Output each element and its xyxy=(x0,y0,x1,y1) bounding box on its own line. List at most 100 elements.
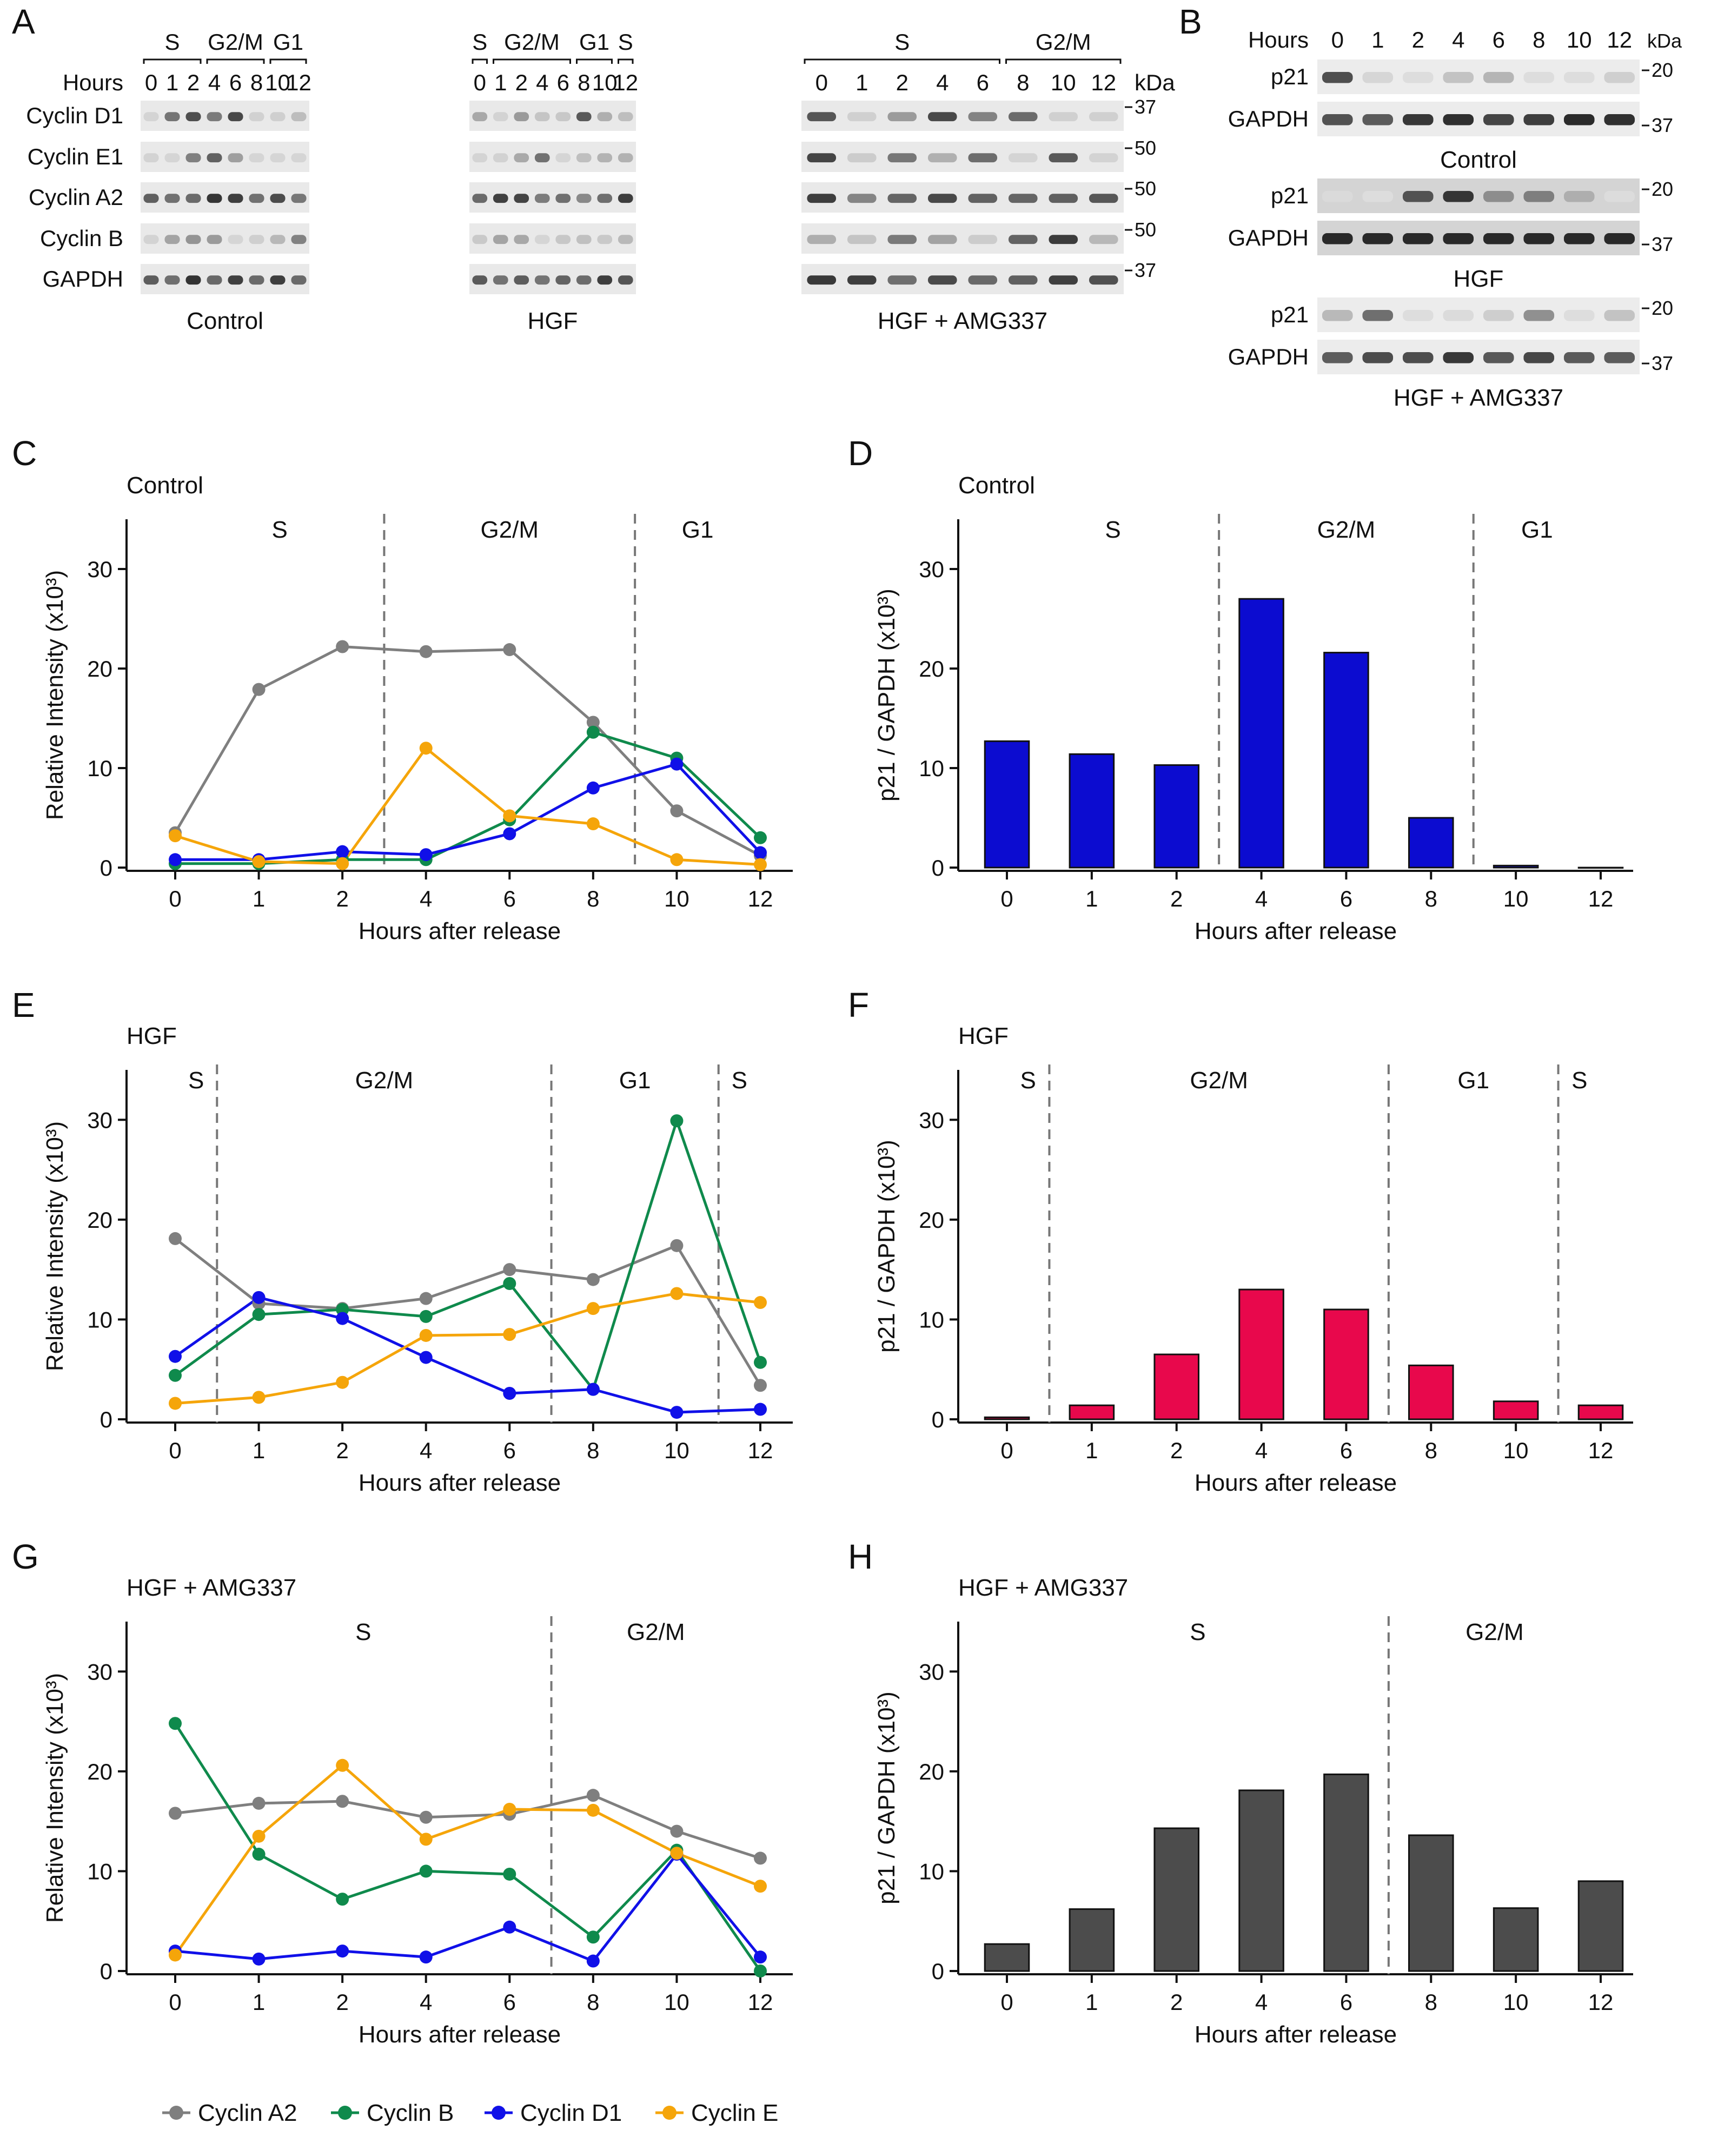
blot-a-band xyxy=(968,194,998,203)
blot-a-row-label-cyclin-e1: Cyclin E1 xyxy=(28,144,123,169)
blot-b-row-label-p21: p21 xyxy=(1271,64,1309,89)
blot-b-band xyxy=(1563,72,1595,83)
blot-a-band xyxy=(185,235,201,244)
x-tick-label: 1 xyxy=(1085,1989,1098,2015)
blot-a-band xyxy=(847,112,877,122)
bar-8h xyxy=(1408,817,1454,869)
blot-b-band xyxy=(1362,310,1394,321)
blot-a-band xyxy=(534,275,550,285)
blot-a-phase-bracket xyxy=(472,58,488,64)
data-point-cyclin-e xyxy=(754,858,767,871)
data-point-cyclin-e xyxy=(169,1948,182,1962)
blot-a-band xyxy=(185,112,201,122)
blot-a-band xyxy=(968,112,998,122)
data-point-cyclin-e xyxy=(336,857,349,870)
data-point-cyclin-a2 xyxy=(169,1807,182,1820)
blot-a-hour-hgf: 8 xyxy=(578,70,590,95)
blot-a-band xyxy=(597,235,613,244)
blot-a-hour-hgf: 12 xyxy=(613,70,638,95)
blot-a-band xyxy=(228,194,243,203)
y-tick-label: 30 xyxy=(919,1107,944,1133)
y-tick-label: 0 xyxy=(100,1407,112,1432)
blot-a-hour-control: 10 xyxy=(265,70,290,95)
data-point-cyclin-d1 xyxy=(586,781,600,795)
data-point-cyclin-b xyxy=(419,1310,433,1323)
blot-b-band xyxy=(1483,191,1514,202)
y-tick-label: 0 xyxy=(100,855,112,881)
blot-b-kda-label: kDa xyxy=(1647,30,1682,52)
blot-a-hour-hgf-amg337: 1 xyxy=(855,70,868,95)
x-tick-label: 8 xyxy=(1425,1989,1437,2015)
blot-a-band xyxy=(927,112,957,122)
blot-b-band xyxy=(1563,114,1595,125)
series-line-cyclin-d1 xyxy=(174,1296,761,1414)
blot-a-band xyxy=(576,275,592,285)
blot-b-band xyxy=(1443,191,1474,202)
x-tick-label: 1 xyxy=(253,886,265,911)
blot-a-band xyxy=(576,235,592,244)
blot-b-band xyxy=(1563,191,1595,202)
blot-b-band xyxy=(1322,114,1353,125)
phase-label-g1: G1 xyxy=(1521,517,1553,543)
x-axis-label: Hours after release xyxy=(359,1470,561,1496)
x-tick-label: 12 xyxy=(1588,886,1614,911)
blot-a-band xyxy=(555,194,571,203)
blot-a-band xyxy=(597,275,613,285)
blot-a-band xyxy=(249,235,264,244)
x-tick-label: 8 xyxy=(587,1989,599,2015)
data-point-cyclin-a2 xyxy=(670,804,684,818)
x-tick-label: 0 xyxy=(169,886,181,911)
data-point-cyclin-d1 xyxy=(336,845,349,858)
blot-b-band xyxy=(1443,233,1474,244)
y-tick-label: 10 xyxy=(919,1859,944,1884)
blot-a-band xyxy=(968,235,998,244)
x-axis-label: Hours after release xyxy=(359,918,561,944)
data-point-cyclin-d1 xyxy=(252,1952,266,1966)
x-tick-label: 2 xyxy=(1170,1989,1183,2015)
blot-a-band xyxy=(164,153,180,163)
blot-a-band xyxy=(207,235,222,244)
blot-b-band xyxy=(1523,233,1555,244)
data-point-cyclin-b xyxy=(169,1368,182,1382)
y-tick-label: 10 xyxy=(919,756,944,781)
blot-a-band xyxy=(143,112,159,122)
blot-a-phase-bracket xyxy=(618,58,634,64)
blot-b-band xyxy=(1483,114,1514,125)
series-line-cyclin-a2 xyxy=(174,645,761,857)
y-tick-label: 30 xyxy=(87,1659,112,1684)
x-tick-label: 0 xyxy=(169,1989,181,2015)
blot-a-phase-bracket xyxy=(576,58,613,64)
blot-a-band xyxy=(249,194,264,203)
blot-b-band xyxy=(1604,352,1635,363)
blot-a-phase-bracket xyxy=(1005,58,1122,64)
x-tick-label: 0 xyxy=(1000,886,1013,911)
blot-b-row-label-gapdh: GAPDH xyxy=(1228,344,1309,369)
y-axis-label: p21 / GAPDH (x10³) xyxy=(873,1140,900,1353)
blot-a-band xyxy=(1008,194,1038,203)
blot-b-hour: 10 xyxy=(1567,27,1592,52)
phase-label-g2-m: G2/M xyxy=(355,1067,414,1094)
data-point-cyclin-d1 xyxy=(252,1291,266,1304)
blot-a-band xyxy=(270,194,286,203)
blot-b-hour: 6 xyxy=(1493,27,1505,52)
data-point-cyclin-e xyxy=(336,1758,349,1772)
blot-a-row-label-cyclin-d1: Cyclin D1 xyxy=(26,103,123,128)
blot-a-band xyxy=(472,235,488,244)
blot-a-band xyxy=(207,275,222,285)
series-line-cyclin-b xyxy=(174,1722,762,1972)
data-point-cyclin-e xyxy=(252,1829,266,1843)
blot-a-hour-hgf: 10 xyxy=(592,70,618,95)
data-point-cyclin-e xyxy=(586,817,600,831)
x-tick-label: 10 xyxy=(1503,1438,1529,1463)
blot-b-band xyxy=(1483,352,1514,363)
blot-a-hour-hgf-amg337: 0 xyxy=(815,70,828,95)
blot-a-band xyxy=(555,112,571,122)
blot-a-hour-hgf: 2 xyxy=(515,70,528,95)
data-point-cyclin-a2 xyxy=(586,716,600,729)
blot-a-band xyxy=(1008,112,1038,122)
bar-0h xyxy=(984,1416,1030,1420)
chart-h-title: HGF + AMG337 xyxy=(958,1575,1128,1601)
